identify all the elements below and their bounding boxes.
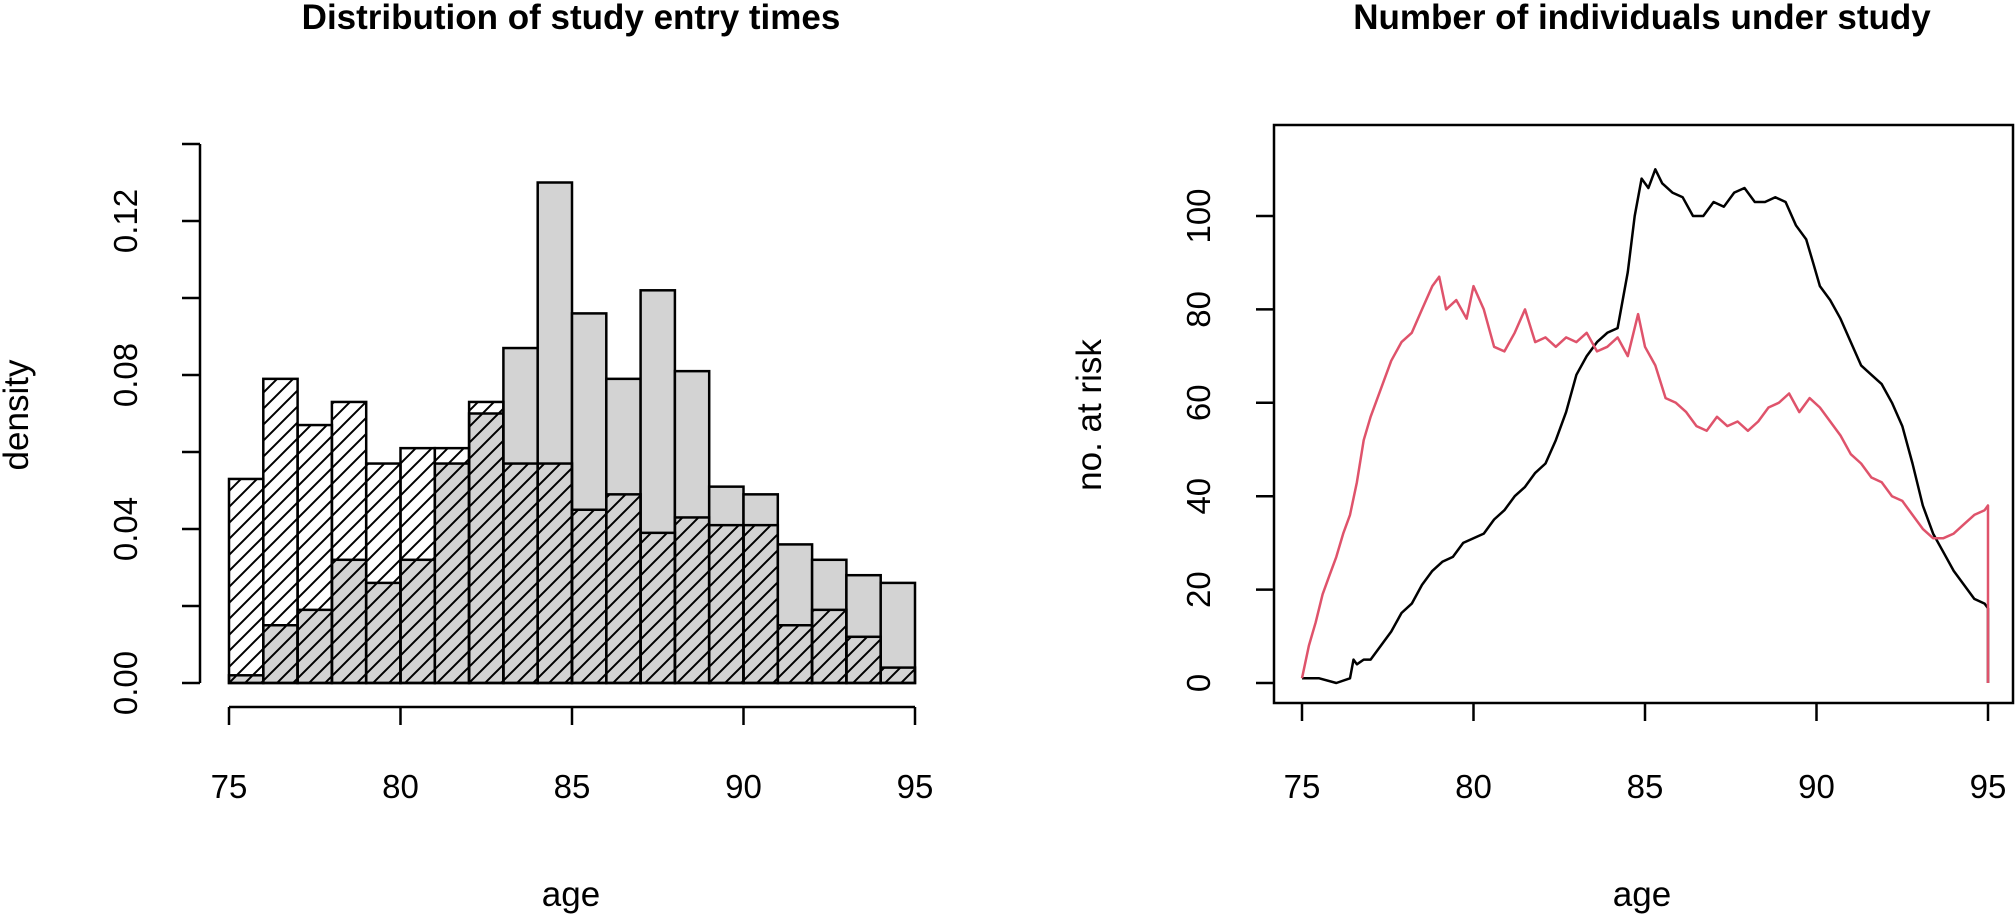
histogram-bar-hatched — [227, 477, 265, 685]
histogram-bar-hatched — [845, 635, 882, 685]
histogram-bar-hatched — [742, 523, 780, 685]
histogram-bar-hatched — [639, 531, 677, 685]
risk-line-x-tick-label: 95 — [1970, 768, 2007, 805]
risk-line-panel: Number of individuals under study 75 80 85… — [1070, 0, 2015, 914]
risk-line-y-tick-label: 60 — [1180, 384, 1217, 421]
histogram-y-tick-label: 0.12 — [107, 189, 144, 253]
risk-line-series-black — [1302, 168, 1990, 685]
histogram-x-tick-label: 80 — [382, 768, 419, 805]
histogram-bar-hatched — [707, 523, 745, 685]
histogram-panel: Distribution of study entry times 75 80 85… — [0, 0, 933, 914]
histogram-bar-hatched — [433, 446, 471, 685]
histogram-x-axis-title: age — [542, 875, 600, 914]
histogram-y-tick-label: 0.00 — [107, 651, 144, 715]
risk-line-x-tick-label: 85 — [1627, 768, 1664, 805]
histogram-bar-hatched — [262, 377, 299, 685]
risk-line-x-tick-label: 90 — [1798, 768, 1835, 805]
risk-line-y-tick-label: 100 — [1180, 188, 1217, 243]
histogram-y-axis-title: density — [0, 359, 36, 470]
risk-line-y-tick-label: 20 — [1180, 571, 1217, 608]
risk-line-y-tick-label: 40 — [1180, 478, 1217, 515]
histogram-bar-hatched — [673, 516, 711, 685]
histogram-x-tick-label: 85 — [554, 768, 591, 805]
histogram-y-tick-label: 0.04 — [107, 497, 144, 561]
risk-line-series — [1300, 168, 1990, 685]
risk-line-x-tick-label: 75 — [1284, 768, 1321, 805]
histogram-bar-hatched — [502, 462, 539, 685]
histogram-bar-hatched — [296, 423, 334, 685]
histogram-x-tick-label: 95 — [897, 768, 934, 805]
histogram-bar-hatched — [536, 462, 574, 685]
histogram-bar-hatched — [776, 624, 814, 685]
histogram-bar-hatched — [570, 508, 608, 685]
histogram-bar-hatched — [399, 446, 437, 685]
risk-line-x-tick-label: 80 — [1455, 768, 1492, 805]
risk-line-series-red — [1300, 275, 1990, 683]
risk-line-y-axis-title: no. at risk — [1070, 339, 1109, 491]
histogram-bar-hatched — [364, 462, 402, 685]
histogram-bar-hatched — [605, 493, 642, 685]
histogram-x-tick-label: 90 — [725, 768, 762, 805]
risk-line-y-tick-label: 0 — [1180, 674, 1217, 692]
histogram-bar-hatched — [810, 608, 848, 685]
histogram-y-tick-label: 0.08 — [107, 343, 144, 407]
risk-line-title: Number of individuals under study — [1353, 0, 1931, 37]
histogram-axes: 75 80 85 90 95 0.00 0.04 0.08 0.12 — [107, 142, 934, 805]
risk-line-x-axis-title: age — [1613, 875, 1671, 914]
risk-line-plot-box — [1272, 123, 2015, 705]
histogram-bar-hatched — [467, 400, 505, 685]
histogram-x-tick-label: 75 — [211, 768, 248, 805]
risk-line-y-tick-label: 80 — [1180, 291, 1217, 328]
histogram-title: Distribution of study entry times — [302, 0, 841, 37]
histogram-bars — [227, 181, 917, 685]
risk-line-axes: 75 80 85 90 95 0 20 40 60 80 100 — [1180, 123, 2015, 805]
histogram-bar-hatched — [879, 666, 917, 685]
histogram-bar-hatched — [330, 400, 368, 685]
